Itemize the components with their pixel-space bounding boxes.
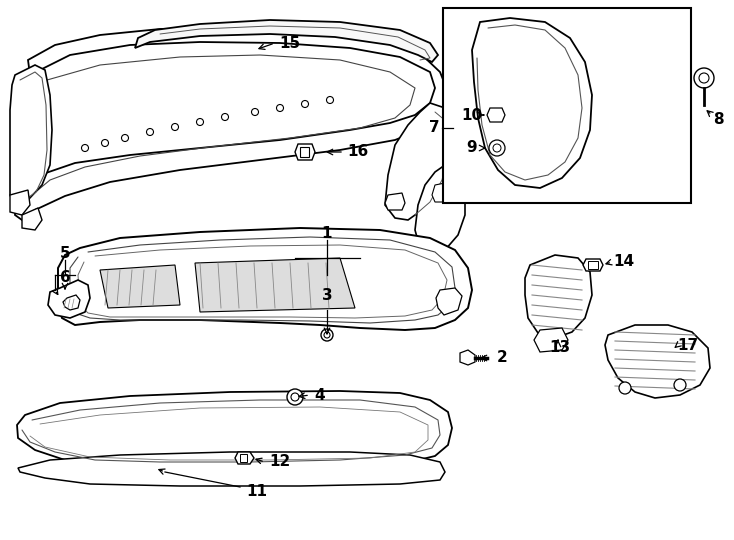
Text: 13: 13 bbox=[550, 341, 570, 355]
Polygon shape bbox=[10, 65, 52, 208]
Polygon shape bbox=[135, 20, 438, 62]
Polygon shape bbox=[472, 18, 592, 188]
Polygon shape bbox=[295, 144, 315, 160]
Polygon shape bbox=[460, 350, 475, 365]
Bar bbox=[443, 8, 691, 203]
Text: 11: 11 bbox=[247, 484, 267, 500]
Circle shape bbox=[327, 97, 333, 104]
Text: 10: 10 bbox=[462, 107, 482, 123]
Polygon shape bbox=[432, 183, 447, 202]
Circle shape bbox=[252, 109, 258, 116]
Circle shape bbox=[489, 140, 505, 156]
Text: 4: 4 bbox=[315, 388, 325, 402]
Text: 7: 7 bbox=[429, 120, 440, 136]
Circle shape bbox=[302, 100, 308, 107]
Circle shape bbox=[81, 145, 89, 152]
Text: 12: 12 bbox=[269, 455, 291, 469]
Text: 17: 17 bbox=[677, 338, 699, 353]
Polygon shape bbox=[48, 280, 90, 318]
Circle shape bbox=[222, 113, 228, 120]
Text: 3: 3 bbox=[321, 287, 333, 302]
Polygon shape bbox=[588, 261, 598, 269]
Polygon shape bbox=[63, 295, 80, 310]
Polygon shape bbox=[18, 452, 445, 486]
Text: 6: 6 bbox=[59, 271, 70, 286]
Text: 14: 14 bbox=[614, 254, 635, 269]
Circle shape bbox=[197, 118, 203, 125]
Polygon shape bbox=[195, 258, 355, 312]
Text: 9: 9 bbox=[467, 140, 477, 156]
Text: 15: 15 bbox=[280, 36, 300, 51]
Text: 2: 2 bbox=[497, 350, 507, 366]
Circle shape bbox=[699, 73, 709, 83]
Circle shape bbox=[619, 382, 631, 394]
Polygon shape bbox=[10, 190, 30, 215]
Polygon shape bbox=[385, 193, 405, 210]
Text: 8: 8 bbox=[713, 112, 723, 127]
Circle shape bbox=[321, 329, 333, 341]
Polygon shape bbox=[17, 391, 452, 468]
Polygon shape bbox=[436, 288, 462, 315]
Text: 5: 5 bbox=[59, 246, 70, 260]
Circle shape bbox=[172, 124, 178, 131]
Circle shape bbox=[324, 332, 330, 338]
Polygon shape bbox=[583, 259, 603, 271]
Circle shape bbox=[147, 129, 153, 136]
Text: 1: 1 bbox=[321, 226, 333, 240]
Polygon shape bbox=[22, 208, 42, 230]
Polygon shape bbox=[15, 28, 448, 220]
Polygon shape bbox=[240, 454, 247, 462]
Polygon shape bbox=[525, 255, 592, 338]
Circle shape bbox=[291, 393, 299, 401]
Polygon shape bbox=[385, 103, 450, 220]
Circle shape bbox=[493, 144, 501, 152]
Circle shape bbox=[122, 134, 128, 141]
Polygon shape bbox=[415, 165, 465, 255]
Polygon shape bbox=[58, 228, 472, 330]
Polygon shape bbox=[300, 147, 309, 157]
Circle shape bbox=[674, 379, 686, 391]
Circle shape bbox=[101, 139, 109, 146]
Circle shape bbox=[694, 68, 714, 88]
Polygon shape bbox=[100, 265, 180, 308]
Polygon shape bbox=[487, 108, 505, 122]
Text: 16: 16 bbox=[347, 145, 368, 159]
Circle shape bbox=[287, 389, 303, 405]
Polygon shape bbox=[235, 452, 254, 464]
Polygon shape bbox=[605, 325, 710, 398]
Polygon shape bbox=[534, 328, 568, 352]
Circle shape bbox=[277, 105, 283, 111]
